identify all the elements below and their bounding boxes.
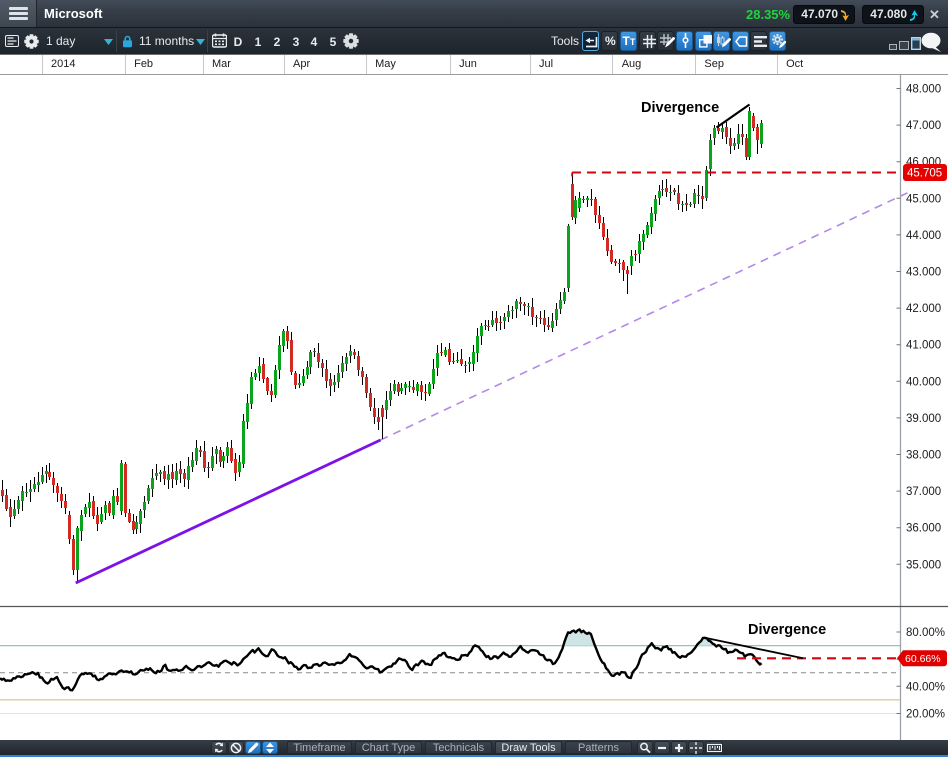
svg-text:60.66%: 60.66% bbox=[905, 653, 941, 665]
svg-text:36.000: 36.000 bbox=[906, 523, 941, 535]
svg-text:40.00%: 40.00% bbox=[906, 681, 945, 693]
svg-text:47.000: 47.000 bbox=[906, 120, 941, 132]
svg-text:45.705: 45.705 bbox=[907, 168, 942, 180]
svg-text:38.000: 38.000 bbox=[906, 450, 941, 462]
svg-text:39.000: 39.000 bbox=[906, 413, 941, 425]
svg-text:40.000: 40.000 bbox=[906, 376, 941, 388]
svg-text:44.000: 44.000 bbox=[906, 230, 941, 242]
svg-text:35.000: 35.000 bbox=[906, 559, 941, 571]
svg-text:Divergence: Divergence bbox=[748, 622, 826, 638]
svg-text:45.000: 45.000 bbox=[906, 193, 941, 205]
svg-text:20.00%: 20.00% bbox=[906, 709, 945, 721]
svg-text:Divergence: Divergence bbox=[641, 100, 719, 116]
svg-text:37.000: 37.000 bbox=[906, 486, 941, 498]
svg-text:41.000: 41.000 bbox=[906, 340, 941, 352]
svg-text:80.00%: 80.00% bbox=[906, 627, 945, 639]
svg-text:43.000: 43.000 bbox=[906, 267, 941, 279]
svg-text:42.000: 42.000 bbox=[906, 303, 941, 315]
svg-text:48.000: 48.000 bbox=[906, 84, 941, 96]
